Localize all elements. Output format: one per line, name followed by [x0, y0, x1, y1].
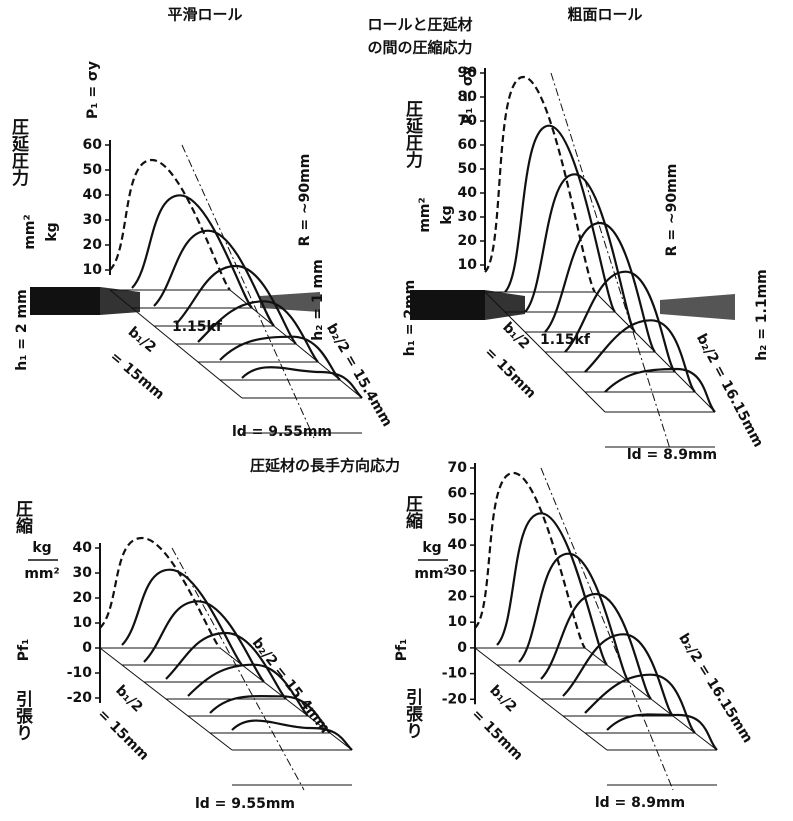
axis-label: 圧延圧力: [402, 100, 424, 169]
tick-label: 0: [457, 640, 467, 656]
stress-curve: [585, 320, 695, 392]
tick-label: 10: [458, 257, 478, 273]
tick-label: 70: [458, 113, 478, 129]
unit-num: kg: [44, 222, 60, 241]
tick-label: 10: [448, 614, 468, 630]
unit-den: mm²: [417, 197, 433, 232]
unit-num: kg: [422, 540, 441, 556]
centre-line: [551, 73, 671, 452]
pf: Pf₁: [394, 639, 410, 661]
tick-label: 10: [73, 615, 93, 631]
stress-curve: [607, 714, 717, 750]
b1-len: = 15mm: [468, 706, 525, 763]
stress-curve: [525, 174, 635, 332]
stress: P₁ = σy: [85, 61, 101, 119]
tick-label: 70: [448, 460, 468, 476]
b1-len: = 15mm: [481, 344, 538, 401]
tick-label: 40: [448, 537, 468, 553]
tick-label: 40: [83, 187, 103, 203]
figure: 平滑ロール ロールと圧延材 の間の圧縮応力 粗面ロール 圧延材の長手方向応力 圧…: [0, 0, 793, 821]
b1: b₁/2: [112, 682, 145, 715]
tick-label: 10: [83, 262, 103, 278]
stress-curve: [220, 337, 340, 380]
tick-label: 40: [73, 540, 93, 556]
ld: ld = 8.9mm: [627, 447, 717, 463]
ld: ld = 8.9mm: [595, 795, 685, 811]
tick-label: 40: [458, 185, 478, 201]
unit-den: mm²: [22, 214, 38, 249]
compress: 圧縮: [12, 500, 33, 535]
tick-label: 60: [458, 137, 478, 153]
b1: b₁/2: [125, 324, 159, 356]
kf: 1.15kf: [540, 332, 591, 348]
tick-label: 20: [83, 237, 103, 253]
ld: ld = 9.55mm: [232, 424, 332, 440]
stress-curve: [242, 367, 362, 398]
tick-label: -10: [442, 666, 468, 682]
title-smooth: 平滑ロール: [167, 6, 242, 24]
tick-label: -20: [442, 691, 468, 707]
axis-label: 圧延圧力: [8, 118, 30, 187]
radius: R = ~90mm: [664, 164, 680, 257]
ld: ld = 9.55mm: [195, 796, 295, 812]
b1: b₁/2: [499, 319, 532, 352]
title-lower: 圧延材の長手方向応力: [250, 457, 400, 475]
h1: h₁ = 2 mm: [14, 289, 30, 370]
title-center: の間の圧縮応力: [367, 39, 472, 57]
tick-label: 20: [73, 590, 93, 606]
title-center: ロールと圧延材: [367, 16, 472, 34]
tick-label: 30: [458, 209, 478, 225]
tick-label: 50: [83, 162, 103, 178]
tick-label: 20: [458, 233, 478, 249]
centre-line: [182, 145, 314, 438]
h2: h₂ = 1.1mm: [754, 269, 770, 361]
panel-0-labels: 圧延圧力 kg mm² P₁ = σy R = ~90mm h₁ = 2 mm …: [8, 61, 395, 440]
unit-den: mm²: [24, 566, 59, 582]
stress-curve: [585, 675, 695, 733]
tick-label: 30: [73, 565, 93, 581]
tick-label: 80: [458, 89, 478, 105]
stress-curve: [232, 721, 352, 750]
unit-num: kg: [439, 205, 455, 224]
tick-label: 60: [448, 486, 468, 502]
tick-label: 0: [82, 640, 92, 656]
tension: 引張り: [12, 690, 33, 741]
h1: h₁ = 2mm: [402, 280, 418, 357]
unit-num: kg: [32, 540, 51, 556]
tension: 引張り: [402, 688, 423, 739]
b1-len: = 15mm: [107, 349, 167, 403]
title-rough: 粗面ロール: [567, 6, 642, 24]
compress: 圧縮: [402, 495, 423, 530]
stress-curve: [485, 77, 595, 292]
unit-den: mm²: [414, 566, 449, 582]
panel-2-labels: 圧縮 kg mm² Pf₁ 引張り b₁/2 = 15mm b₂/2 = 15.…: [12, 500, 333, 812]
tick-label: 30: [83, 212, 103, 228]
stress-curve: [605, 369, 715, 412]
tick-label: -20: [67, 690, 93, 706]
stress-curve: [100, 538, 220, 648]
tick-label: 60: [83, 137, 103, 153]
tick-label: 50: [448, 511, 468, 527]
tick-label: -10: [67, 665, 93, 681]
pf: Pf₁: [16, 639, 32, 661]
centre-line: [541, 468, 673, 790]
b1: b₁/2: [486, 682, 519, 715]
radius: R = ~90mm: [297, 154, 313, 247]
tick-label: 20: [448, 589, 468, 605]
b2: b₂/2 = 16.15mm: [675, 631, 755, 746]
stress-curve: [541, 594, 651, 699]
tick-label: 30: [448, 563, 468, 579]
b1-len: = 15mm: [94, 706, 151, 763]
tick-label: 50: [458, 161, 478, 177]
tick-label: 90: [458, 65, 478, 81]
